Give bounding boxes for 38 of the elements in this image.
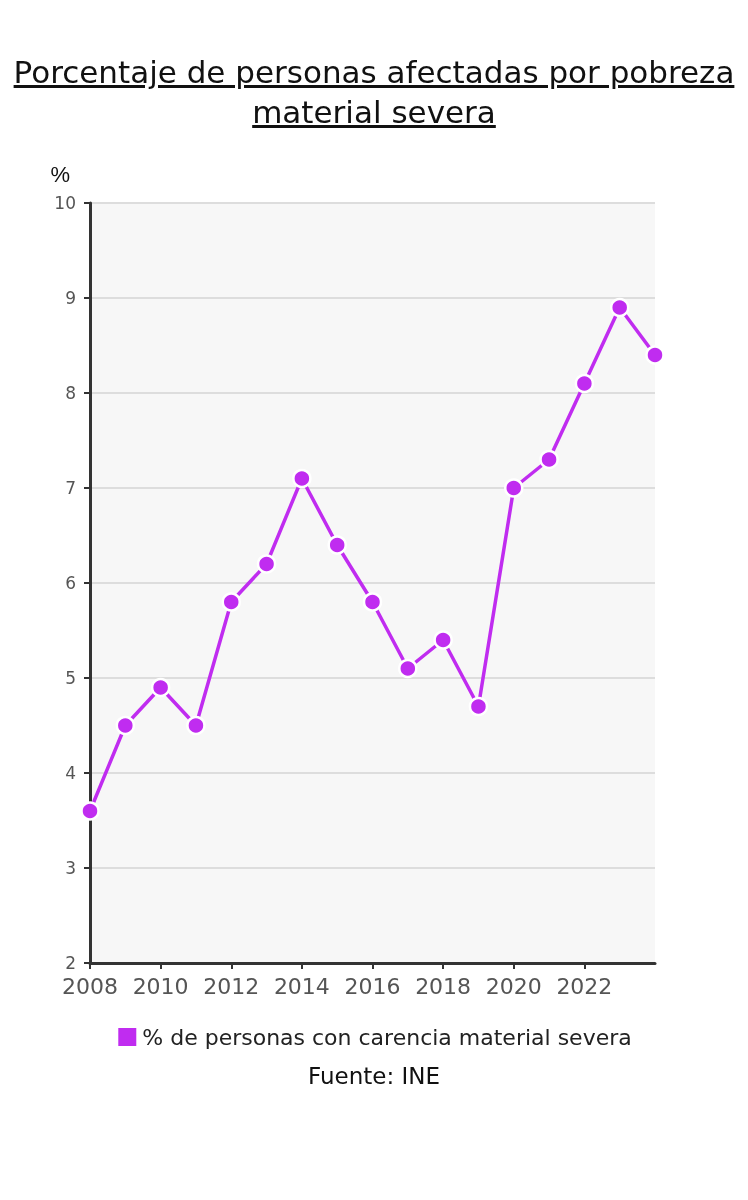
- x-tick-label: 2016: [344, 973, 401, 999]
- y-tick-label: 4: [65, 762, 76, 783]
- point: [221, 591, 241, 612]
- y-tick-label: 5: [65, 667, 76, 688]
- x-tick-label: 2010: [132, 973, 189, 999]
- point: [468, 696, 489, 716]
- x-tick-label: 2020: [485, 973, 542, 999]
- point: [150, 677, 171, 697]
- y-tick-label: 6: [65, 572, 76, 593]
- point: [433, 629, 453, 650]
- point: [115, 715, 136, 735]
- y-axis-title: %: [50, 161, 70, 187]
- point: [504, 477, 524, 498]
- x-tick-label: 2018: [415, 973, 472, 999]
- point: [362, 591, 383, 612]
- point: [398, 658, 418, 678]
- legend-label: % de personas con carencia material severa: [142, 1024, 632, 1050]
- y-tick-label: 7: [65, 477, 76, 498]
- point: [539, 449, 559, 469]
- point: [645, 344, 665, 365]
- point: [327, 534, 347, 555]
- point: [609, 297, 630, 317]
- x-tick-label: 2014: [273, 973, 330, 999]
- y-tick-label: 2: [65, 952, 76, 973]
- y-tick-label: 8: [65, 382, 76, 403]
- chart-title: Porcentaje de personas afectadas por pobreza material severa: [12, 53, 736, 133]
- x-tick-label: 2008: [62, 973, 118, 999]
- x-tick-label: 2012: [203, 973, 260, 999]
- y-tick-label: 3: [65, 857, 76, 878]
- source-note: Fuente: INE: [307, 1062, 441, 1089]
- point: [574, 373, 595, 393]
- x-tick-label: 2022: [556, 973, 613, 999]
- point: [186, 715, 206, 735]
- y-tick-label: 10: [54, 192, 76, 213]
- point: [292, 468, 312, 488]
- point: [256, 553, 277, 574]
- y-tick-label: 9: [65, 287, 76, 308]
- point: [80, 800, 100, 821]
